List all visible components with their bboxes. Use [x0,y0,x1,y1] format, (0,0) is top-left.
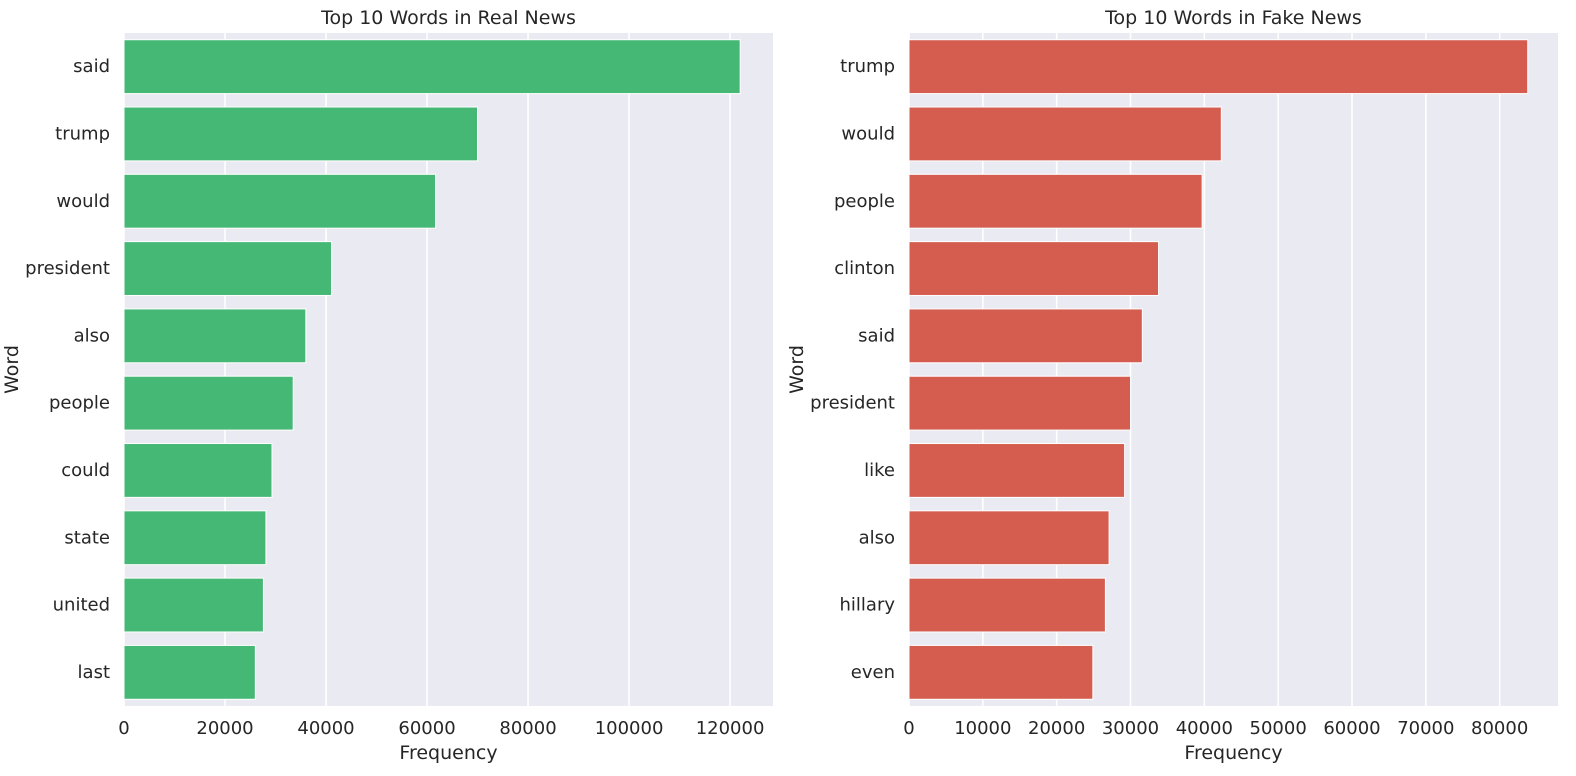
real-news-bar-president [123,241,333,296]
fake-news-x-tick-label: 0 [903,718,914,739]
real-news-y-tick-labels: said trump would president also people could st… [25,56,110,683]
fake-news-bar-said [908,308,1143,364]
real-news-bar-people [123,375,294,431]
real-news-y-tick-label: united [53,595,110,616]
fake-news-y-tick-label: like [864,460,895,481]
fake-news-bar-would [908,106,1222,162]
fake-news-bar-president [908,375,1132,431]
fake-news-x-tick-label: 80000 [1471,718,1528,739]
real-news-bar-could [123,443,273,498]
fake-news-bar-even [908,644,1094,700]
real-news-y-tick-label: people [49,393,110,414]
fake-news-y-tick-label: even [851,662,895,683]
real-news-x-tick-label: 20000 [196,718,253,739]
fake-news-y-tick-labels: trump would people clinton said president like… [810,56,895,683]
fake-news-bars [908,39,1529,700]
fake-news-x-tick-labels: 0 10000 20000 30000 40000 50000 60000 70000 8000… [903,718,1528,739]
fake-news-y-axis-label: Word [786,345,808,394]
fake-news-y-tick-label: also [859,527,895,548]
fake-news-x-axis-label: Frequency [1184,742,1282,764]
real-news-bar-said [123,39,741,95]
fake-news-x-tick-label: 20000 [1028,718,1085,739]
real-news-y-tick-label: state [64,527,110,548]
fake-news-chart: trump would people clinton said president like… [786,7,1558,764]
real-news-y-tick-label: president [25,258,110,279]
fake-news-chart-title: Top 10 Words in Fake News [1104,7,1362,29]
real-news-bar-united [123,577,264,633]
fake-news-y-tick-label: people [834,191,895,212]
fake-news-bar-like [908,443,1126,498]
real-news-chart: said trump would president also people could st… [1,7,773,764]
fake-news-x-tick-label: 40000 [1176,718,1233,739]
real-news-bar-last [123,644,256,700]
fake-news-x-tick-label: 50000 [1250,718,1307,739]
real-news-bars [123,39,741,700]
fake-news-bar-hillary [908,577,1106,633]
fake-news-y-tick-label: said [858,325,895,346]
real-news-bar-also [123,308,307,364]
real-news-bar-would [123,173,437,229]
real-news-y-tick-label: could [61,460,110,481]
fake-news-x-tick-label: 10000 [954,718,1011,739]
fake-news-x-tick-label: 30000 [1102,718,1159,739]
fake-news-bar-trump [908,39,1529,95]
real-news-y-tick-label: trump [55,123,110,144]
fake-news-y-tick-label: would [841,123,895,144]
real-news-chart-title: Top 10 Words in Real News [320,7,576,29]
real-news-x-tick-labels: 0 20000 40000 60000 80000 100000 120000 [118,718,764,739]
real-news-bar-trump [123,106,479,162]
fake-news-y-tick-label: president [810,393,895,414]
real-news-x-tick-label: 100000 [595,718,664,739]
fake-news-bar-clinton [908,241,1160,296]
fake-news-x-tick-label: 70000 [1397,718,1454,739]
real-news-bar-state [123,510,267,566]
fake-news-bar-also [908,510,1110,566]
real-news-y-tick-label: would [56,191,110,212]
real-news-x-tick-label: 40000 [297,718,354,739]
real-news-y-tick-label: also [74,325,110,346]
real-news-x-tick-label: 120000 [696,718,765,739]
fake-news-x-tick-label: 60000 [1323,718,1380,739]
real-news-y-axis-label: Word [1,345,23,394]
fake-news-bar-people [908,173,1203,229]
real-news-x-axis-label: Frequency [399,742,497,764]
real-news-y-tick-label: last [78,662,110,683]
fake-news-y-tick-label: clinton [834,258,895,279]
real-news-x-tick-label: 80000 [499,718,556,739]
real-news-x-tick-label: 0 [118,718,129,739]
fake-news-y-tick-label: trump [840,56,895,77]
fake-news-y-tick-label: hillary [840,595,896,616]
real-news-x-tick-label: 60000 [398,718,455,739]
real-news-y-tick-label: said [73,56,110,77]
